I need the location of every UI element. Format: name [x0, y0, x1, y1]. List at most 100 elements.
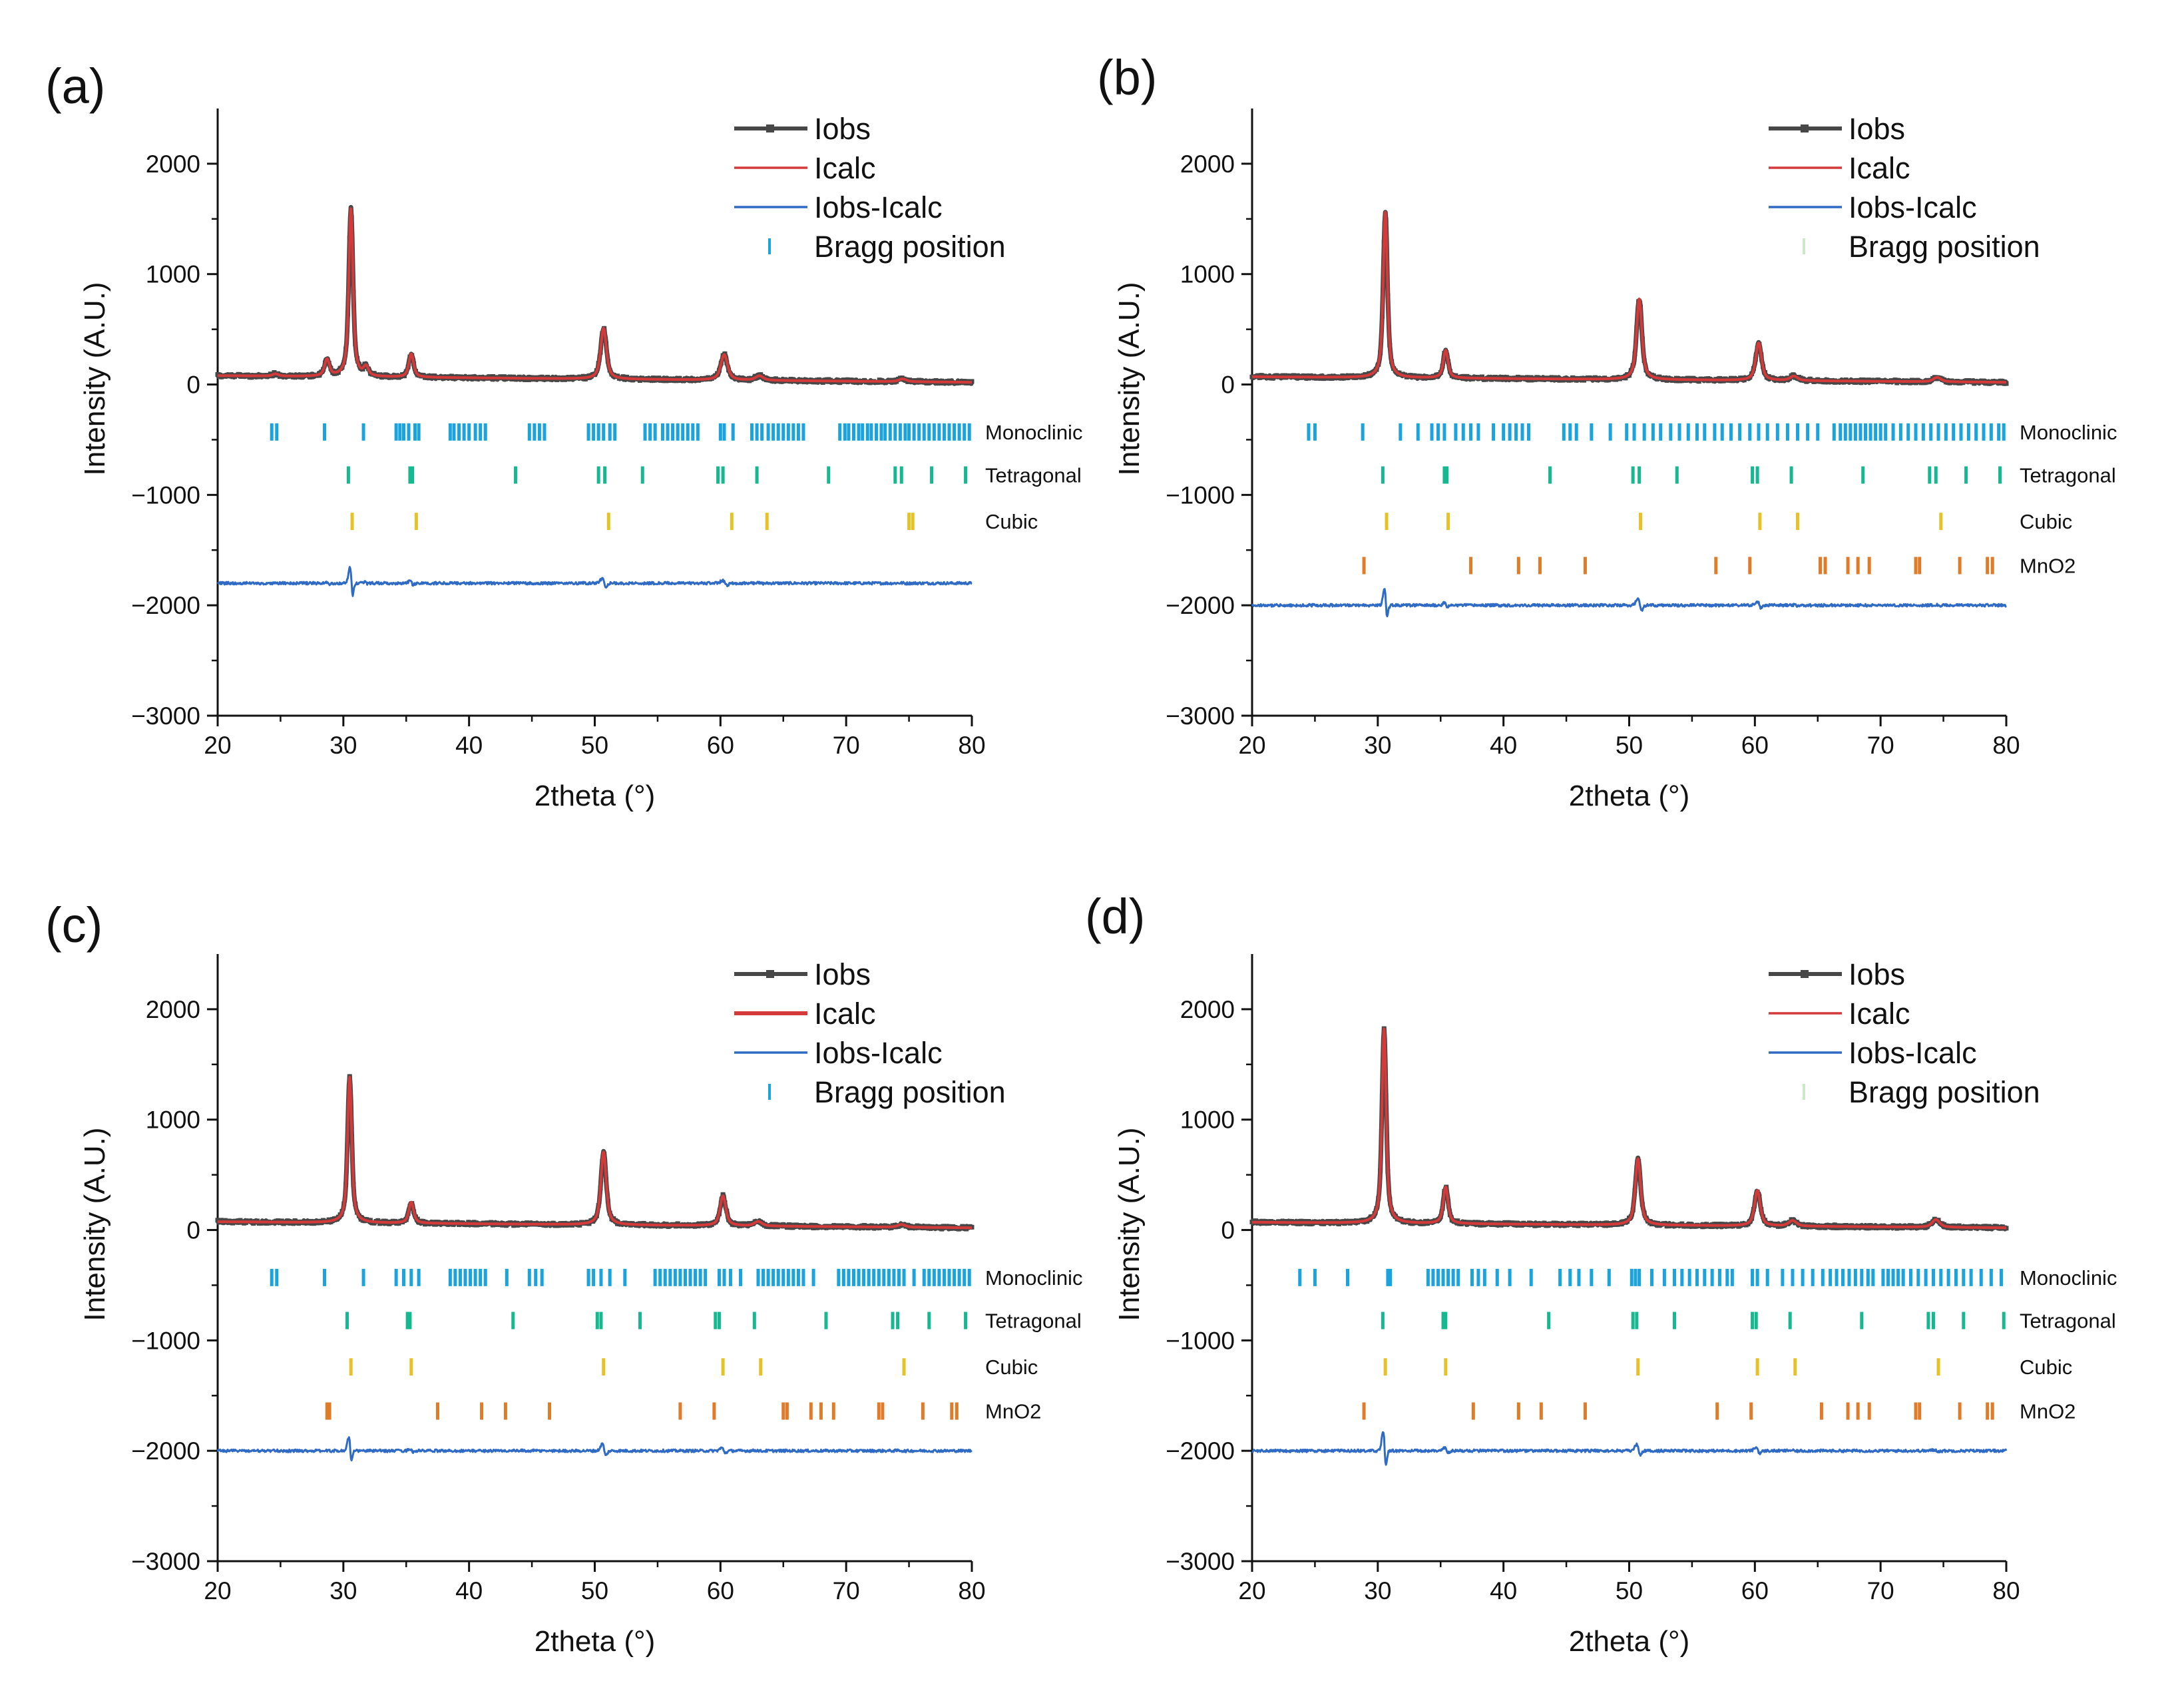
- bragg-tick: [717, 1268, 721, 1286]
- bragg-tick: [1884, 423, 1888, 441]
- bragg-tick: [1918, 1402, 1922, 1420]
- bragg-tick: [922, 1268, 926, 1286]
- bragg-tick: [1476, 423, 1480, 441]
- bragg-tick: [643, 423, 647, 441]
- bragg-row-cubic: Cubic: [1385, 510, 2072, 533]
- bragg-tick: [1748, 423, 1752, 441]
- bragg-tick: [1631, 466, 1635, 484]
- bragg-tick: [1547, 1312, 1551, 1330]
- bragg-tick: [1625, 423, 1629, 441]
- bragg-tick: [785, 1402, 789, 1420]
- x-tick-label: 50: [581, 732, 608, 759]
- bragg-tick: [722, 423, 726, 441]
- bragg-tick: [1638, 1268, 1641, 1286]
- icalc-series: [216, 207, 973, 384]
- bragg-tick: [907, 423, 911, 441]
- bragg-tick: [1789, 466, 1793, 484]
- bragg-tick: [1856, 1402, 1860, 1420]
- bragg-tick: [599, 1312, 603, 1330]
- legend-label-icalc: Icalc: [814, 151, 876, 185]
- bragg-tick: [1514, 423, 1518, 441]
- bragg-tick: [473, 423, 477, 441]
- bragg-tick: [964, 1312, 968, 1330]
- phase-label: Tetragonal: [985, 464, 1082, 487]
- bragg-tick: [411, 466, 415, 484]
- phase-label: Cubic: [985, 510, 1038, 533]
- bragg-tick: [1846, 557, 1850, 575]
- bragg-tick: [407, 423, 411, 441]
- iobs-point: [272, 369, 277, 375]
- bragg-row-mno2: MnO2: [325, 1399, 1041, 1423]
- y-tick-label: −2000: [131, 1437, 200, 1465]
- y-tick-label: 2000: [1180, 996, 1235, 1023]
- bragg-tick: [1631, 1312, 1635, 1330]
- legend-label-iobs: Iobs: [1849, 112, 1905, 146]
- bragg-tick: [653, 423, 657, 441]
- legend-label-iobs: Iobs: [814, 957, 871, 991]
- bragg-tick: [688, 1268, 692, 1286]
- bragg-tick: [666, 423, 670, 441]
- bragg-tick: [903, 423, 907, 441]
- bragg-tick: [1446, 1268, 1450, 1286]
- bragg-tick: [1502, 423, 1506, 441]
- bragg-tick: [401, 1268, 405, 1286]
- bragg-tick: [1476, 1268, 1480, 1286]
- iobs-point: [539, 374, 545, 379]
- bragg-tick: [1952, 423, 1956, 441]
- bragg-tick: [809, 1402, 813, 1420]
- iobs-point: [375, 1218, 381, 1223]
- bragg-tick: [1461, 423, 1465, 441]
- bragg-tick: [457, 423, 461, 441]
- iobs-point: [811, 1225, 816, 1230]
- bragg-tick: [1765, 423, 1769, 441]
- bragg-tick: [543, 423, 546, 441]
- bragg-tick: [1758, 513, 1762, 531]
- bragg-tick: [417, 1268, 421, 1286]
- bragg-tick: [648, 423, 652, 441]
- bragg-tick: [957, 423, 961, 441]
- bragg-tick: [921, 1402, 925, 1420]
- bragg-tick: [1548, 466, 1552, 484]
- y-tick-label: 1000: [146, 1106, 200, 1134]
- bragg-row-monoclinic: Monoclinic: [270, 1266, 1082, 1290]
- bragg-tick: [718, 423, 722, 441]
- bragg-tick: [831, 1402, 835, 1420]
- bragg-tick: [776, 1268, 780, 1286]
- bragg-tick: [893, 466, 897, 484]
- bragg-tick: [1568, 1268, 1572, 1286]
- iobs-point: [1791, 372, 1796, 377]
- x-tick-label: 80: [1992, 732, 2020, 759]
- y-tick-label: 2000: [146, 996, 200, 1023]
- bragg-tick: [1946, 1268, 1950, 1286]
- bragg-tick: [603, 466, 607, 484]
- bragg-tick: [534, 1268, 538, 1286]
- bragg-tick: [1710, 1268, 1714, 1286]
- bragg-tick: [1990, 557, 1994, 575]
- y-tick-label: 0: [186, 371, 200, 399]
- x-tick-label: 60: [1741, 732, 1769, 759]
- bragg-tick: [613, 423, 617, 441]
- bragg-tick: [606, 513, 610, 531]
- bragg-tick: [1997, 423, 2001, 441]
- bragg-tick: [1860, 1312, 1864, 1330]
- bragg-tick: [1931, 1268, 1935, 1286]
- bragg-tick: [1954, 1268, 1958, 1286]
- bragg-tick: [930, 466, 934, 484]
- bragg-tick: [1642, 423, 1646, 441]
- y-tick-label: −3000: [131, 702, 200, 730]
- x-tick-label: 20: [204, 1577, 231, 1604]
- bragg-tick: [1526, 423, 1530, 441]
- bragg-tick: [1669, 423, 1673, 441]
- bragg-tick: [1632, 423, 1636, 441]
- iobs-point: [1679, 1221, 1685, 1226]
- bragg-tick: [1717, 1268, 1721, 1286]
- iobs-icalc-series: [1251, 588, 2007, 618]
- x-axis-title: 2theta (°): [535, 780, 655, 812]
- bragg-tick: [882, 1268, 886, 1286]
- bragg-tick: [658, 1268, 662, 1286]
- bragg-tick: [417, 423, 421, 441]
- bragg-tick: [1959, 423, 1963, 441]
- legend-iobs-marker: [766, 970, 774, 978]
- bragg-tick: [479, 1268, 483, 1286]
- bragg-tick: [791, 1268, 795, 1286]
